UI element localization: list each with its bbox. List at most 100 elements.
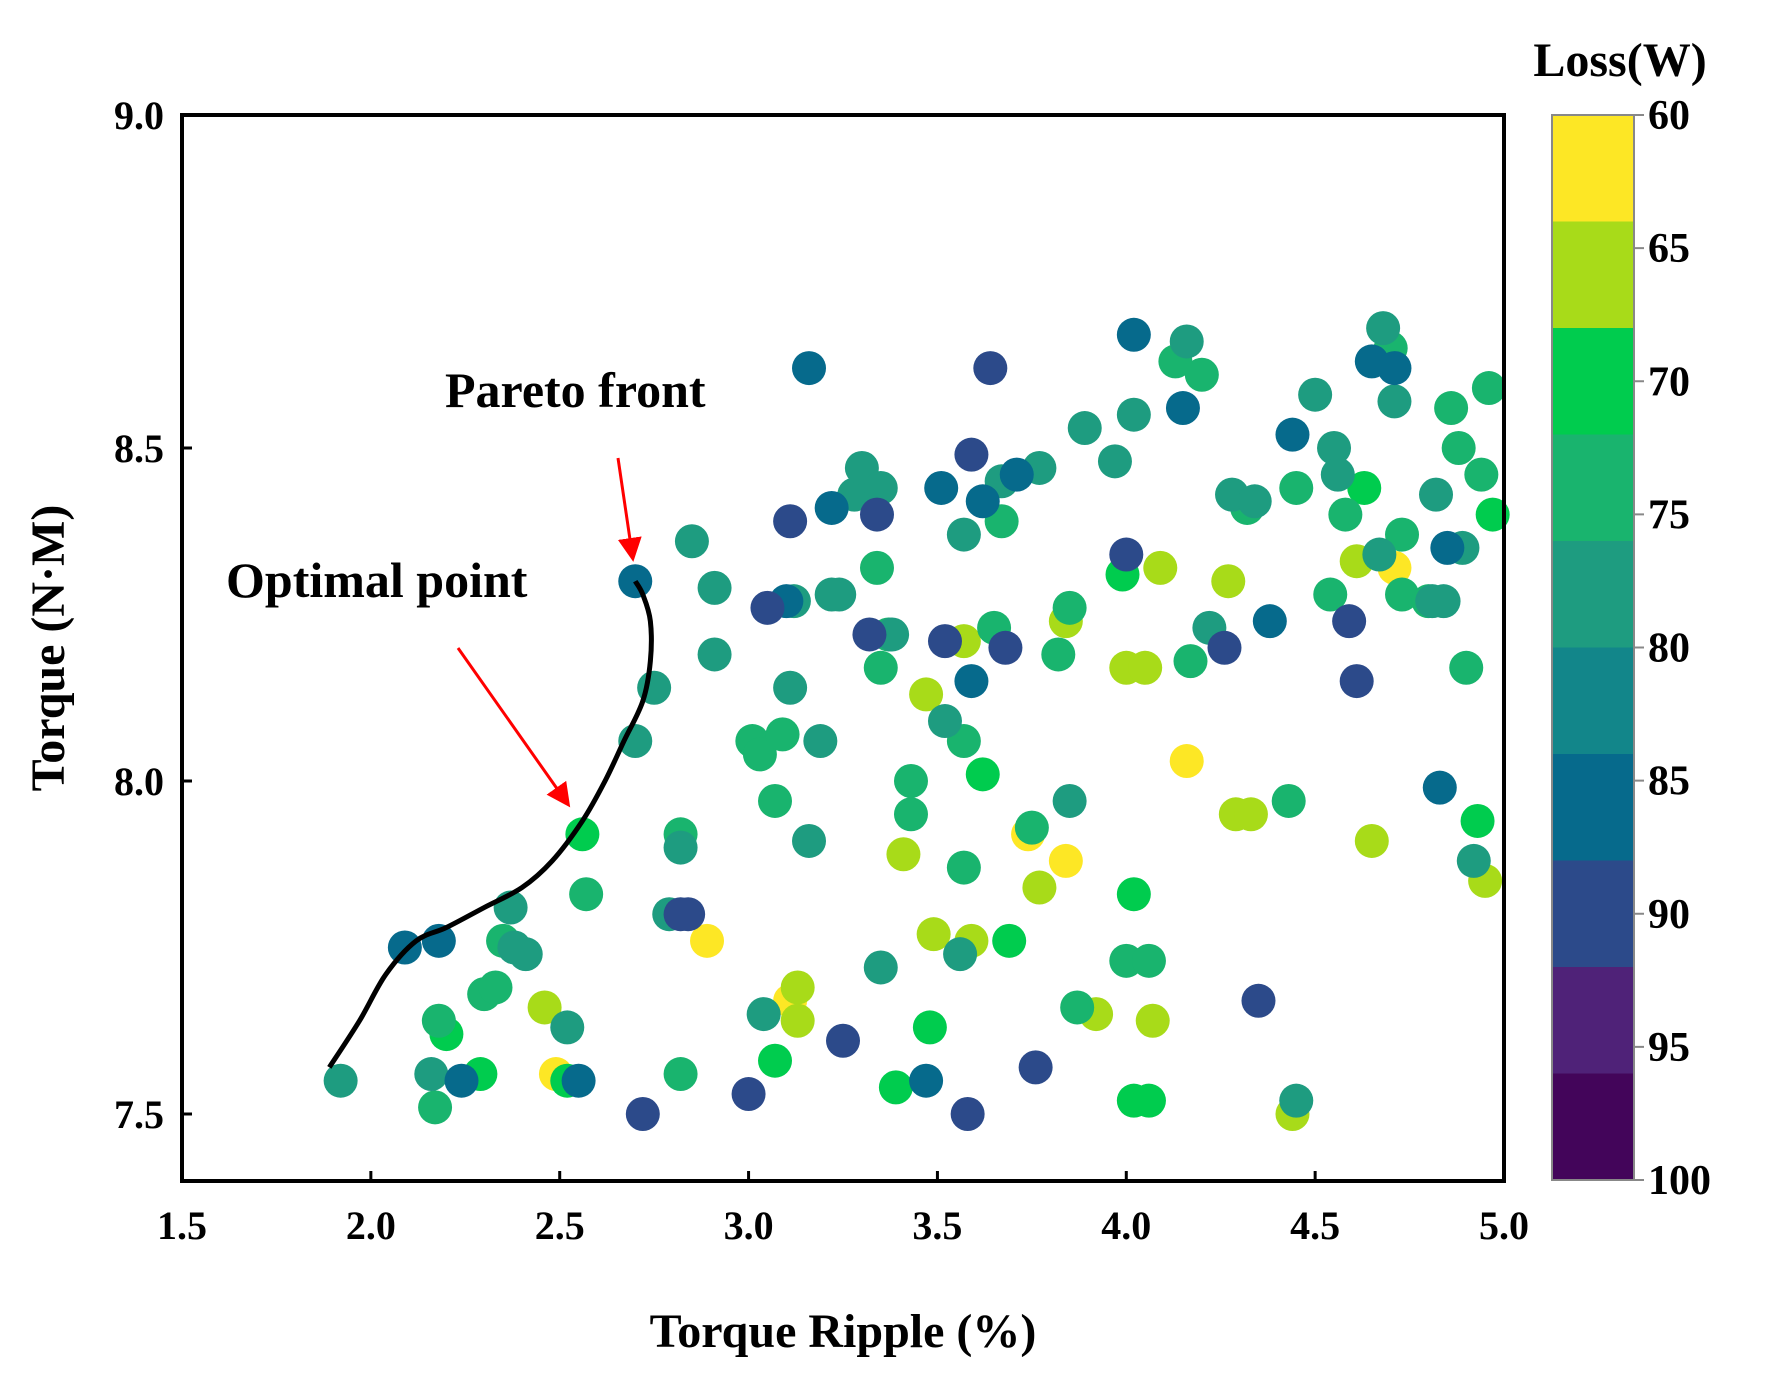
colorbar-label: 65 (1648, 226, 1690, 272)
data-point (916, 917, 951, 952)
data-point (773, 670, 808, 705)
data-point (1169, 744, 1204, 779)
data-point (663, 1057, 698, 1092)
colorbar-band (1552, 541, 1634, 648)
data-point (927, 704, 962, 739)
colorbar-band (1552, 115, 1634, 222)
data-point (1131, 943, 1166, 978)
data-point (1385, 517, 1420, 552)
data-point (1339, 664, 1374, 699)
data-point (1207, 630, 1242, 665)
colorbar-label: 100 (1648, 1158, 1711, 1204)
annotations-layer: Pareto front Optimal point (226, 362, 706, 808)
data-point (1456, 843, 1491, 878)
optimal-point-arrow (456, 647, 571, 808)
data-point (731, 1077, 766, 1112)
data-point (750, 590, 785, 625)
data-point (1116, 317, 1151, 352)
data-point (773, 504, 808, 539)
data-point (954, 437, 989, 472)
data-point (1014, 810, 1049, 845)
colorbar-label: 75 (1648, 492, 1690, 538)
data-point (565, 817, 600, 852)
colorbar-band (1552, 434, 1634, 542)
data-point (999, 457, 1034, 492)
data-point (663, 897, 698, 932)
data-point (418, 1090, 453, 1125)
axes-layer: 1.5 2.0 2.5 3.0 3.5 4.0 4.5 5.0 7.5 8.0 8.5 9.0 (114, 93, 1529, 1248)
data-point (663, 830, 698, 865)
data-point (1332, 604, 1367, 639)
data-point (690, 923, 725, 958)
data-point (988, 630, 1023, 665)
colorbar-title: Loss(W) (1533, 34, 1706, 87)
data-point (1211, 564, 1246, 599)
colorbar-label: 90 (1648, 892, 1690, 938)
x-tick-label: 4.0 (1101, 1203, 1151, 1248)
colorbar-band (1552, 1073, 1634, 1181)
colorbar-band (1552, 328, 1634, 435)
data-point (697, 570, 732, 605)
data-point (1237, 484, 1272, 519)
data-point (1385, 577, 1420, 612)
data-point (561, 1063, 596, 1098)
colorbar: Loss(W) 60 65 70 75 80 85 90 95 100 (1533, 34, 1711, 1204)
data-point (758, 783, 793, 818)
data-point (1377, 384, 1412, 419)
data-point (1313, 577, 1348, 612)
data-point (1116, 397, 1151, 432)
data-point (1328, 497, 1363, 532)
x-tick-label: 2.0 (346, 1203, 396, 1248)
data-point (973, 351, 1008, 386)
data-point (421, 1003, 456, 1038)
x-tick-label: 4.5 (1290, 1203, 1340, 1248)
colorbar-band (1552, 860, 1634, 968)
data-point (863, 950, 898, 985)
data-point (893, 764, 928, 798)
data-point (1354, 823, 1389, 858)
data-point (1233, 797, 1268, 832)
data-point (965, 484, 1000, 519)
data-point (1430, 530, 1465, 565)
data-point (814, 490, 849, 525)
data-point (765, 717, 800, 752)
data-point (943, 937, 978, 972)
data-point (912, 1010, 947, 1045)
data-point (780, 1003, 815, 1038)
data-point (414, 1057, 449, 1092)
data-point (323, 1063, 358, 1098)
data-point (1471, 371, 1506, 406)
data-point (1173, 644, 1208, 679)
data-point (1022, 870, 1057, 905)
data-point (1184, 357, 1219, 392)
data-points-layer (323, 311, 1510, 1131)
data-point (893, 797, 928, 832)
x-axis-title: Torque Ripple (%) (650, 1305, 1037, 1358)
data-point (992, 923, 1027, 958)
data-point (863, 650, 898, 685)
pareto-front-layer (327, 579, 654, 1069)
data-point (1298, 377, 1333, 412)
data-point (792, 823, 827, 858)
pareto-front-label: Pareto front (445, 362, 706, 418)
data-point (909, 1063, 944, 1098)
data-point (1279, 1083, 1314, 1118)
data-point (758, 1043, 793, 1078)
pareto-front-arrow (616, 457, 642, 562)
y-tick-label: 7.5 (114, 1092, 164, 1137)
data-point (1419, 477, 1454, 512)
data-point (814, 577, 849, 612)
data-point (1362, 537, 1397, 572)
x-tick-label: 5.0 (1479, 1203, 1529, 1248)
data-point (886, 837, 921, 872)
optimal-point-label: Optimal point (226, 552, 528, 608)
data-point (1241, 983, 1276, 1018)
data-point (1060, 990, 1095, 1025)
data-point (674, 524, 709, 559)
data-point (1366, 311, 1401, 346)
data-point (1460, 803, 1495, 838)
data-point (1109, 537, 1144, 572)
data-point (1067, 411, 1102, 446)
data-point (1128, 650, 1163, 685)
